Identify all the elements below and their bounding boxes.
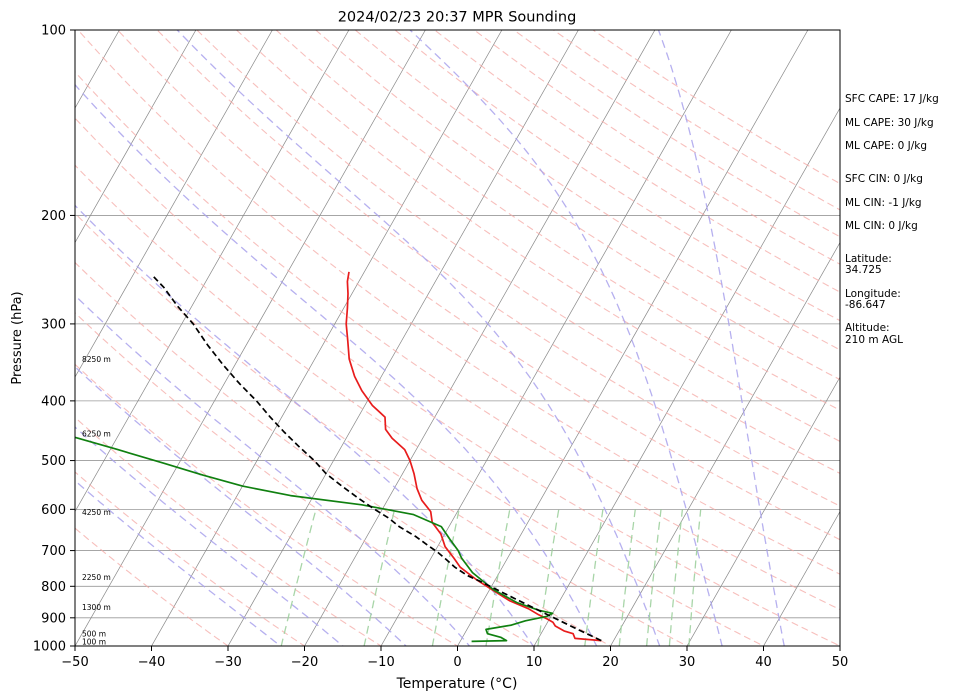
x-tick-label: 50 <box>832 655 849 670</box>
dry-adiabat-line <box>77 30 840 575</box>
x-tick-label: −40 <box>138 655 165 670</box>
index-text: ML CAPE: 30 J/kg <box>845 117 934 129</box>
dry-adiabat-line <box>75 416 383 646</box>
y-tick-label: 100 <box>41 24 66 39</box>
mixing-ratio-line <box>431 509 460 646</box>
x-tick-label: −20 <box>291 655 318 670</box>
dry-adiabat-line <box>75 471 306 646</box>
index-text: 34.725 <box>845 264 882 276</box>
mixing-ratio-line <box>280 509 317 646</box>
isotherm-line <box>610 241 840 646</box>
temperature-line <box>345 271 602 642</box>
dry-adiabat-line <box>394 30 840 322</box>
isotherm-line <box>380 30 732 646</box>
moist-adiabat-line <box>75 83 598 646</box>
moist-adiabat-line <box>176 30 661 646</box>
y-tick-label: 400 <box>41 394 66 409</box>
index-text: ML CAPE: 0 J/kg <box>845 140 927 152</box>
moist-adiabat-line <box>409 30 723 646</box>
height-label: 4250 m <box>82 508 111 517</box>
x-tick-label: 0 <box>453 655 461 670</box>
x-tick-label: −10 <box>367 655 394 670</box>
dry-adiabat-line <box>315 30 840 381</box>
isotherm-line <box>457 30 809 646</box>
y-tick-label: 800 <box>41 580 66 595</box>
moist-adiabat-line <box>75 479 282 646</box>
x-tick-label: 20 <box>602 655 619 670</box>
index-text: ML CIN: -1 J/kg <box>845 197 922 209</box>
isotherm-line <box>763 510 840 646</box>
moist-adiabat-line <box>75 426 344 646</box>
background-lines <box>75 30 840 646</box>
mixing-ratio-line <box>618 509 636 646</box>
dry-adiabat-line <box>434 30 840 293</box>
mixing-ratio-line <box>485 509 511 646</box>
height-label: 6250 m <box>82 430 111 439</box>
height-label: 2250 m <box>82 573 111 582</box>
dry-adiabat-line <box>75 312 536 646</box>
indices-panel: SFC CAPE: 17 J/kg ML CAPE: 30 J/kg ML CAPE… <box>845 93 939 346</box>
dry-adiabat-line <box>75 212 689 646</box>
y-axis-ticks: 1000 900 800 700 600 500 400 300 200 100 <box>33 24 75 655</box>
x-axis-ticks: −50 −40 −30 −20 −10 0 10 20 30 40 50 <box>61 646 848 670</box>
isotherm-line <box>75 30 273 378</box>
isotherm-line <box>75 30 350 513</box>
index-text: ML CIN: 0 J/kg <box>845 220 918 232</box>
y-tick-label: 700 <box>41 544 66 559</box>
y-tick-label: 300 <box>41 317 66 332</box>
dry-adiabat-line <box>354 30 840 351</box>
isotherm-line <box>151 30 503 646</box>
x-axis-label: Temperature (°C) <box>396 676 518 692</box>
x-tick-label: 30 <box>679 655 696 670</box>
x-tick-label: −50 <box>61 655 88 670</box>
mixing-ratio-line <box>688 509 702 646</box>
data-series <box>75 271 602 643</box>
moist-adiabat-line <box>75 204 534 646</box>
dry-adiabat-line <box>156 30 840 507</box>
mixing-ratio-line <box>363 509 396 646</box>
height-label: 500 m <box>82 630 106 639</box>
index-text: Latitude: <box>845 253 892 265</box>
y-axis-label: Pressure (hPa) <box>10 291 25 384</box>
index-text: SFC CIN: 0 J/kg <box>845 173 923 185</box>
y-tick-label: 200 <box>41 209 66 224</box>
x-tick-label: −30 <box>214 655 241 670</box>
mixing-ratio-line <box>537 509 560 646</box>
index-text: -86.647 <box>845 299 886 311</box>
isotherm-line <box>533 107 840 646</box>
y-tick-label: 500 <box>41 454 66 469</box>
isotherm-line <box>227 30 579 646</box>
moist-adiabat-line <box>657 30 785 646</box>
y-tick-label: 900 <box>41 611 66 626</box>
index-text: Longitude: <box>845 288 901 300</box>
chart-title: 2024/02/23 20:37 MPR Sounding <box>338 10 577 26</box>
isotherm-line <box>686 376 840 646</box>
y-tick-label: 600 <box>41 503 66 518</box>
dry-adiabat-line <box>75 261 612 646</box>
parcel-path-line <box>151 274 602 642</box>
index-text: 210 m AGL <box>845 334 903 346</box>
dry-adiabat-line <box>75 71 840 611</box>
x-tick-label: 10 <box>526 655 543 670</box>
isotherm-line <box>75 30 197 244</box>
dewpoint-line <box>75 436 554 643</box>
isotherm-line <box>75 30 426 646</box>
height-label: 100 m <box>82 637 106 646</box>
y-tick-label: 1000 <box>33 640 66 655</box>
index-text: Altitude: <box>845 322 890 334</box>
height-label: 1300 m <box>82 603 111 612</box>
dry-adiabat-line <box>75 363 459 646</box>
height-label: 8250 m <box>82 355 111 364</box>
isotherm-line <box>304 30 656 646</box>
moist-adiabat-line <box>75 365 407 646</box>
mixing-ratio-line <box>645 509 662 646</box>
mixing-ratio-line <box>668 509 684 646</box>
dry-adiabat-line <box>75 117 840 646</box>
dry-adiabat-line <box>75 164 765 646</box>
x-tick-label: 40 <box>755 655 772 670</box>
index-text: SFC CAPE: 17 J/kg <box>845 93 939 105</box>
